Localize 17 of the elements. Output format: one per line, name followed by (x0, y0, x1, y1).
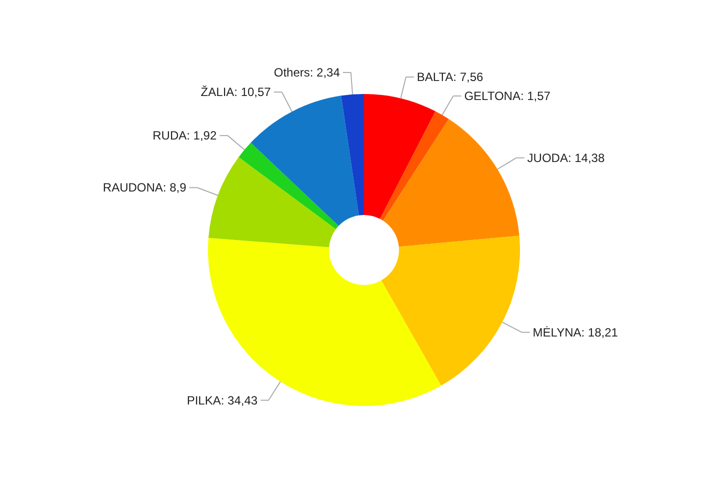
slice-label: JUODA: 14,38 (527, 150, 605, 165)
slice-label: GELTONA: 1,57 (464, 88, 551, 103)
donut-slice (238, 142, 339, 230)
slice-label: ŽALIA: 10,57 (200, 85, 272, 100)
slice-label: BALTA: 7,56 (416, 70, 484, 84)
slice-label: RUDA: 1,92 (152, 128, 217, 143)
slice-label: MĖLYNA: 18,21 (532, 325, 618, 340)
donut-slice (208, 157, 336, 248)
donut-slice (250, 96, 359, 226)
donut-slice (381, 236, 520, 386)
donut-slice (364, 94, 436, 219)
donut-slice (383, 119, 520, 247)
slice-label: PILKA: 34,43 (186, 393, 258, 408)
donut-slice (341, 94, 364, 216)
slice-label: RAUDONA: 8,9 (102, 180, 187, 195)
donut-slice (380, 111, 449, 221)
slice-label: Others: 2,34 (274, 65, 340, 80)
